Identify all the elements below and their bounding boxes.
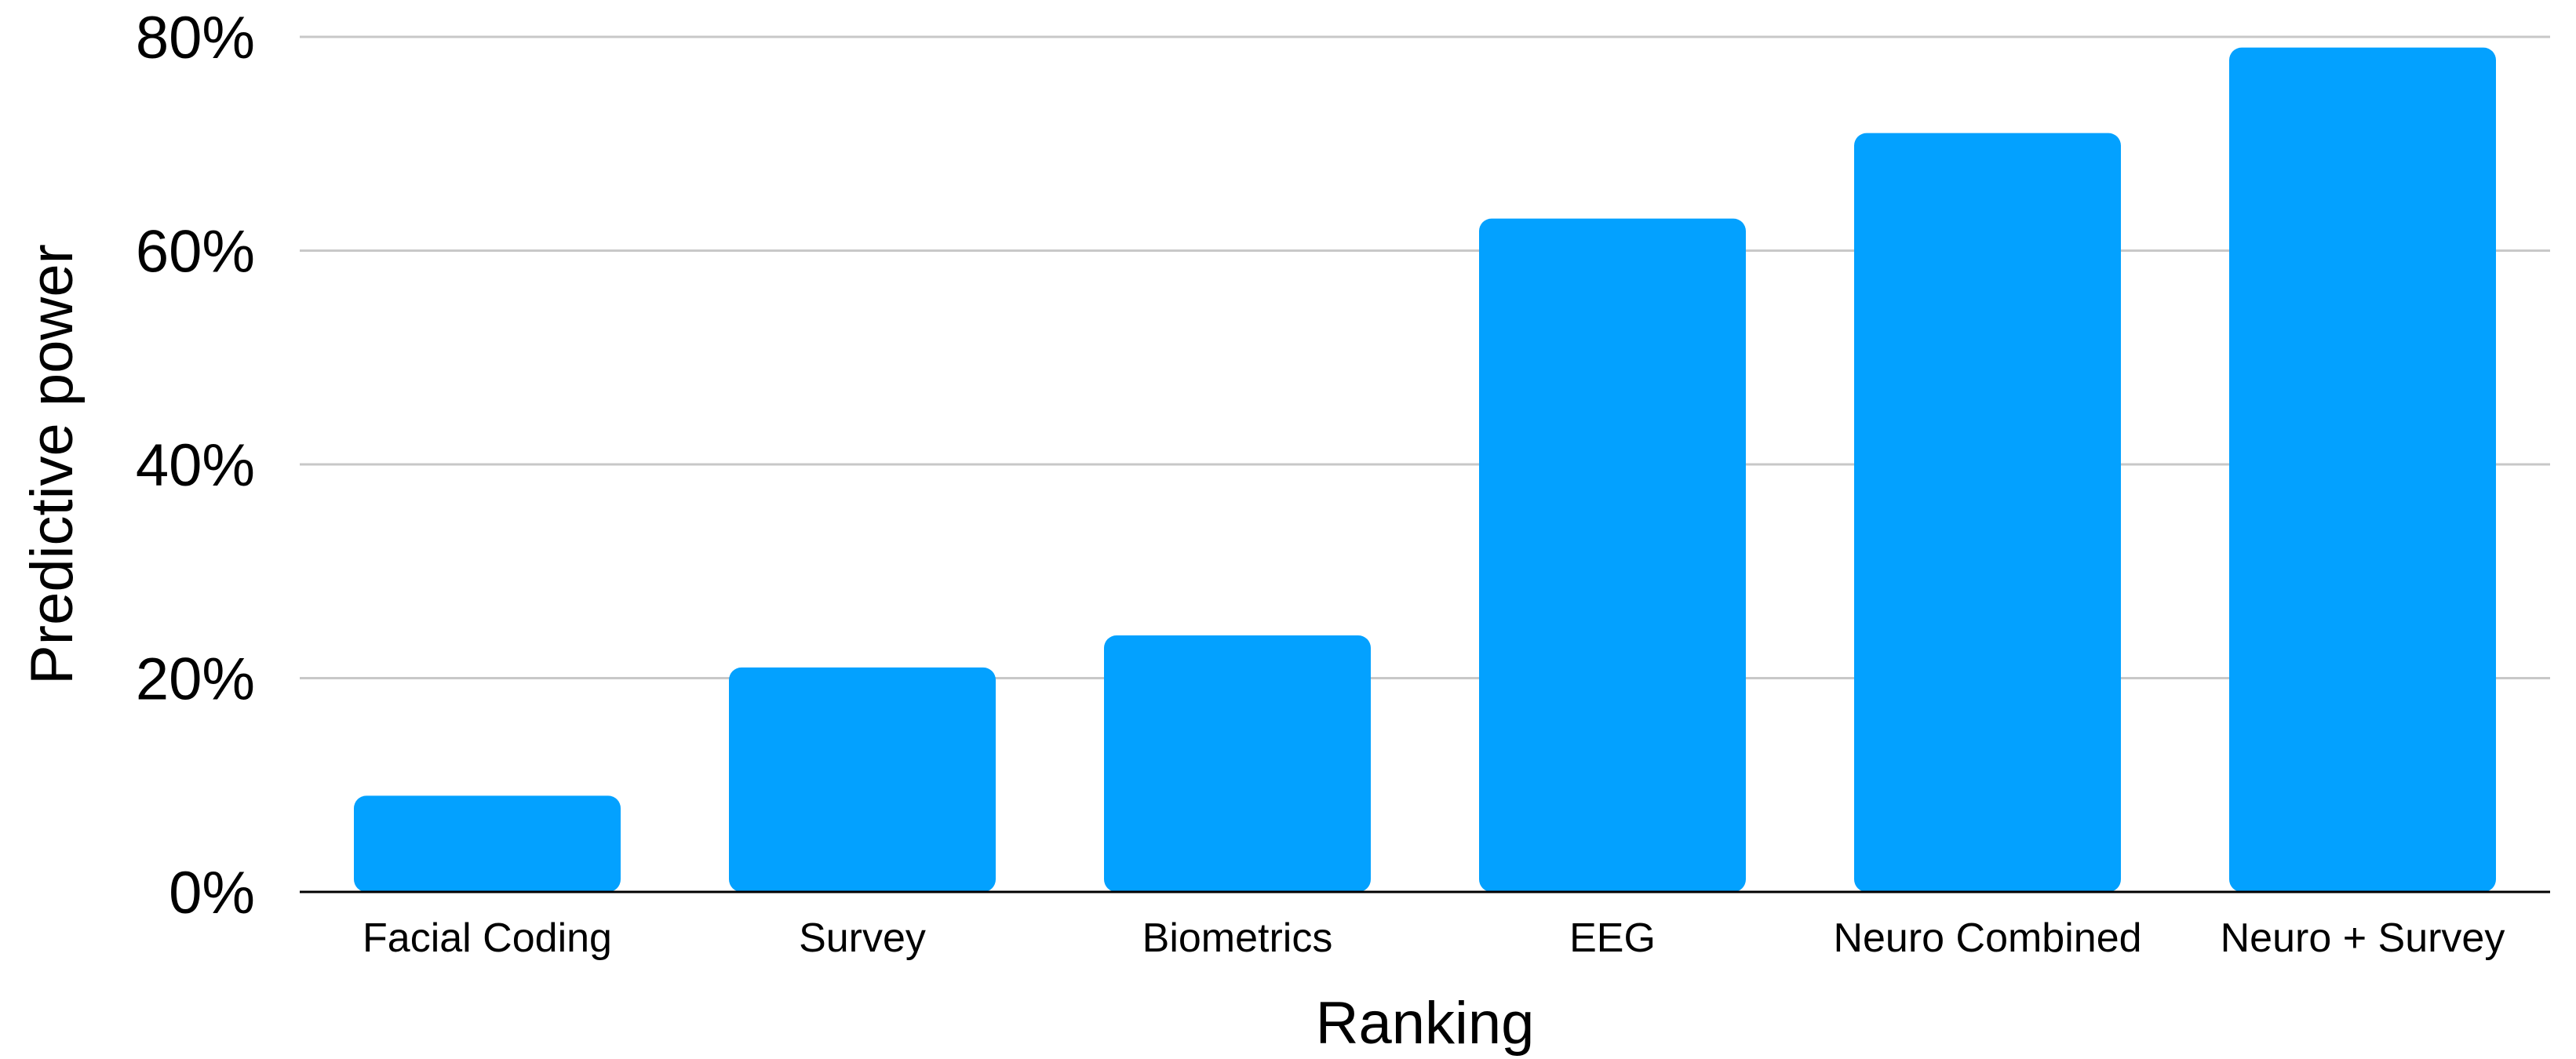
bar [729,667,996,892]
x-tick-label: Facial Coding [363,915,612,961]
x-tick-labels: Facial Coding Survey Biometrics EEG Neuro Co… [363,915,2505,961]
bar [1479,218,1746,892]
y-tick-label: 20% [136,646,255,713]
y-tick-label: 80% [136,5,255,71]
bar [1854,133,2121,892]
y-tick-label: 0% [169,860,255,926]
x-axis-title: Ranking [1316,990,1535,1057]
bars [354,47,2496,892]
y-tick-label: 60% [136,219,255,286]
bar [1104,635,1371,892]
bar [354,795,621,892]
y-axis-title: Predictive power [19,244,86,685]
x-tick-label: Survey [799,915,926,961]
y-tick-label: 40% [136,432,255,499]
x-tick-label: Biometrics [1142,915,1333,961]
x-tick-label: EEG [1569,915,1656,961]
x-tick-label: Neuro + Survey [2221,915,2505,961]
gridlines [300,35,2550,679]
bar [2229,47,2496,892]
y-tick-labels: 0% 20% 40% 60% 80% [136,5,255,926]
x-tick-label: Neuro Combined [1833,915,2141,961]
